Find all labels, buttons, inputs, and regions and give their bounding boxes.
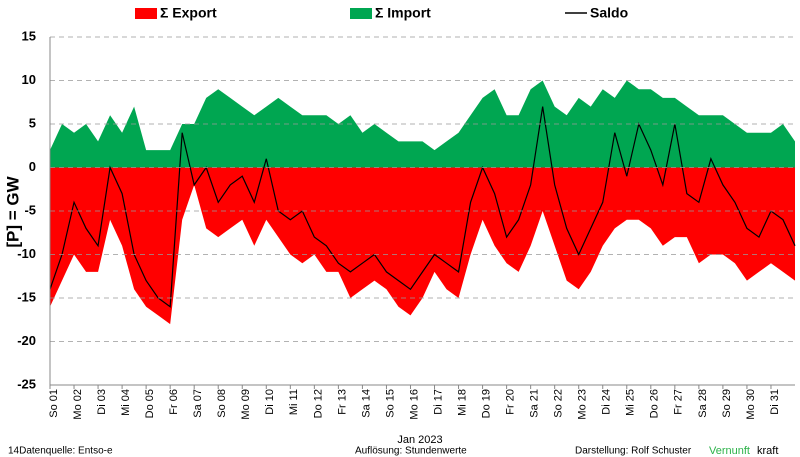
x-tick-label: Di 03 <box>96 389 108 415</box>
x-tick-label: So 15 <box>384 389 396 418</box>
legend-swatch <box>135 8 157 19</box>
x-tick-label: Do 05 <box>144 389 156 418</box>
x-tick-label: Do 12 <box>312 389 324 418</box>
x-tick-label: So 01 <box>48 389 60 418</box>
y-tick-label: 0 <box>29 159 36 174</box>
y-tick-label: -20 <box>17 333 36 348</box>
y-tick-label: -15 <box>17 289 36 304</box>
y-tick-label: -10 <box>17 246 36 261</box>
x-tick-label: Mo 02 <box>72 389 84 420</box>
legend-swatch <box>350 8 372 19</box>
x-tick-label: So 29 <box>721 389 733 418</box>
x-tick-label: Fr 06 <box>168 389 180 415</box>
legend-label: Σ Import <box>375 5 431 21</box>
x-tick-label: Sa 07 <box>192 389 204 418</box>
x-tick-label: Mi 18 <box>456 389 468 416</box>
y-axis-label: [P] = GW <box>3 175 22 247</box>
x-tick-label: Di 17 <box>432 389 444 415</box>
footer-brand: Vernunft <box>709 445 750 457</box>
y-tick-label: -5 <box>24 202 36 217</box>
legend-label: Σ Export <box>160 5 217 21</box>
x-tick-label: Fr 27 <box>673 389 685 415</box>
x-tick-label: Di 24 <box>601 389 613 415</box>
x-tick-label: Di 31 <box>769 389 781 415</box>
x-tick-label: Sa 28 <box>697 389 709 418</box>
footer-brand: kraft <box>757 445 778 457</box>
area <box>50 80 795 168</box>
x-tick-label: Do 26 <box>649 389 661 418</box>
x-tick-label: So 08 <box>216 389 228 418</box>
footer-resolution: Auflösung: Stundenwerte <box>355 446 467 457</box>
y-tick-label: 5 <box>29 115 36 130</box>
x-tick-label: Do 19 <box>480 389 492 418</box>
x-axis-label: Jan 2023 <box>397 434 442 446</box>
footer-author: Darstellung: Rolf Schuster <box>575 446 692 457</box>
x-tick-label: Sa 21 <box>529 389 541 418</box>
x-tick-label: Mi 11 <box>288 389 300 415</box>
legend-label: Saldo <box>590 5 628 21</box>
x-tick-label: So 22 <box>553 389 565 418</box>
x-tick-label: Sa 14 <box>360 389 372 418</box>
x-tick-label: Fr 13 <box>336 389 348 415</box>
x-tick-label: Mi 04 <box>120 389 132 416</box>
x-tick-label: Mo 16 <box>408 389 420 420</box>
footer-source: 14Datenquelle: Entso-e <box>8 446 113 457</box>
x-tick-label: Mo 30 <box>745 389 757 420</box>
y-tick-label: -25 <box>17 376 36 391</box>
y-tick-label: 10 <box>22 72 36 87</box>
x-tick-label: Mi 25 <box>625 389 637 416</box>
x-tick-label: Mo 23 <box>577 389 589 420</box>
x-tick-label: Fr 20 <box>505 389 517 415</box>
y-tick-label: 15 <box>22 28 36 43</box>
x-tick-label: Mo 09 <box>240 389 252 420</box>
x-tick-label: Di 10 <box>264 389 276 415</box>
line <box>49 106 796 308</box>
area <box>50 167 795 325</box>
